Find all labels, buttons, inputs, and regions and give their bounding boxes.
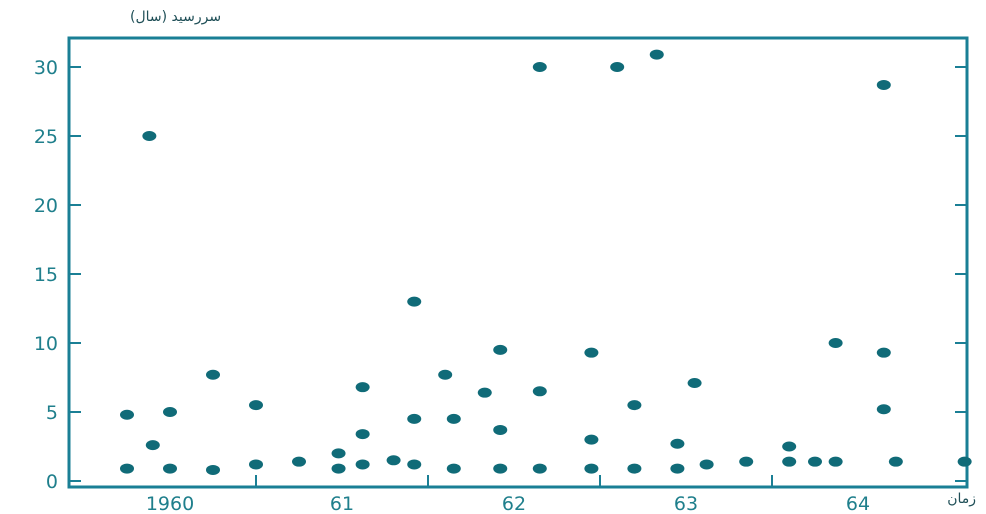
data-point xyxy=(699,459,714,470)
data-point xyxy=(355,382,370,393)
data-point xyxy=(782,441,797,452)
data-points xyxy=(120,49,972,475)
data-point xyxy=(331,463,346,474)
data-point xyxy=(532,463,547,474)
x-tick-label: 1960 xyxy=(146,493,194,514)
x-tick-label: 62 xyxy=(502,493,526,514)
data-point xyxy=(627,400,642,411)
data-point xyxy=(163,407,177,417)
data-point xyxy=(808,456,822,467)
data-point xyxy=(142,131,157,141)
y-tick-label: 15 xyxy=(34,264,58,286)
data-point xyxy=(532,386,547,397)
data-point xyxy=(493,344,508,355)
data-point xyxy=(828,338,843,348)
data-point xyxy=(163,463,177,474)
data-point xyxy=(331,448,346,459)
data-point xyxy=(446,463,461,474)
data-point xyxy=(407,413,422,424)
data-point xyxy=(670,438,685,449)
data-point xyxy=(355,459,370,470)
data-point xyxy=(249,459,263,470)
data-point xyxy=(649,49,664,60)
data-point xyxy=(477,387,492,398)
data-point xyxy=(782,456,797,467)
data-point xyxy=(249,400,263,411)
data-point xyxy=(610,62,625,72)
x-axis: 1960 61 62 63 64 xyxy=(146,475,870,514)
data-point xyxy=(493,424,508,435)
data-point xyxy=(739,456,754,467)
data-point xyxy=(292,456,306,467)
data-point xyxy=(145,440,160,451)
y-tick-label: 20 xyxy=(34,195,58,217)
y-axis: 0 5 10 15 20 25 30 xyxy=(34,57,967,493)
data-point xyxy=(120,463,134,474)
data-point xyxy=(670,463,685,474)
plot-area-frame xyxy=(67,36,969,489)
data-point xyxy=(876,79,891,90)
data-point xyxy=(438,369,453,380)
data-point xyxy=(876,347,891,358)
x-tick-label: 61 xyxy=(330,493,354,514)
y-tick-label: 5 xyxy=(46,402,58,424)
data-point xyxy=(386,455,401,466)
data-point xyxy=(407,459,422,470)
data-point xyxy=(206,464,220,475)
data-point xyxy=(888,456,903,467)
y-tick-label: 25 xyxy=(34,126,58,148)
data-point xyxy=(446,413,461,424)
y-tick-label: 0 xyxy=(46,471,58,493)
x-tick-label: 63 xyxy=(674,493,698,514)
data-point xyxy=(584,434,599,445)
data-point xyxy=(206,369,220,380)
data-point xyxy=(584,347,599,358)
data-point xyxy=(627,463,642,474)
data-point xyxy=(532,62,547,72)
y-tick-label: 30 xyxy=(34,57,58,79)
data-point xyxy=(828,456,843,467)
y-tick-label: 10 xyxy=(34,333,58,355)
data-point xyxy=(120,409,134,420)
data-point xyxy=(407,296,422,307)
data-point xyxy=(584,463,599,474)
x-tick-label: 64 xyxy=(846,493,870,514)
data-point xyxy=(493,463,508,474)
data-point xyxy=(876,404,891,415)
y-axis-title: سررسید (سال) xyxy=(130,9,221,25)
data-point xyxy=(687,378,702,389)
x-axis-title: زمان xyxy=(947,491,976,507)
data-point xyxy=(957,456,972,467)
data-point xyxy=(355,429,370,440)
